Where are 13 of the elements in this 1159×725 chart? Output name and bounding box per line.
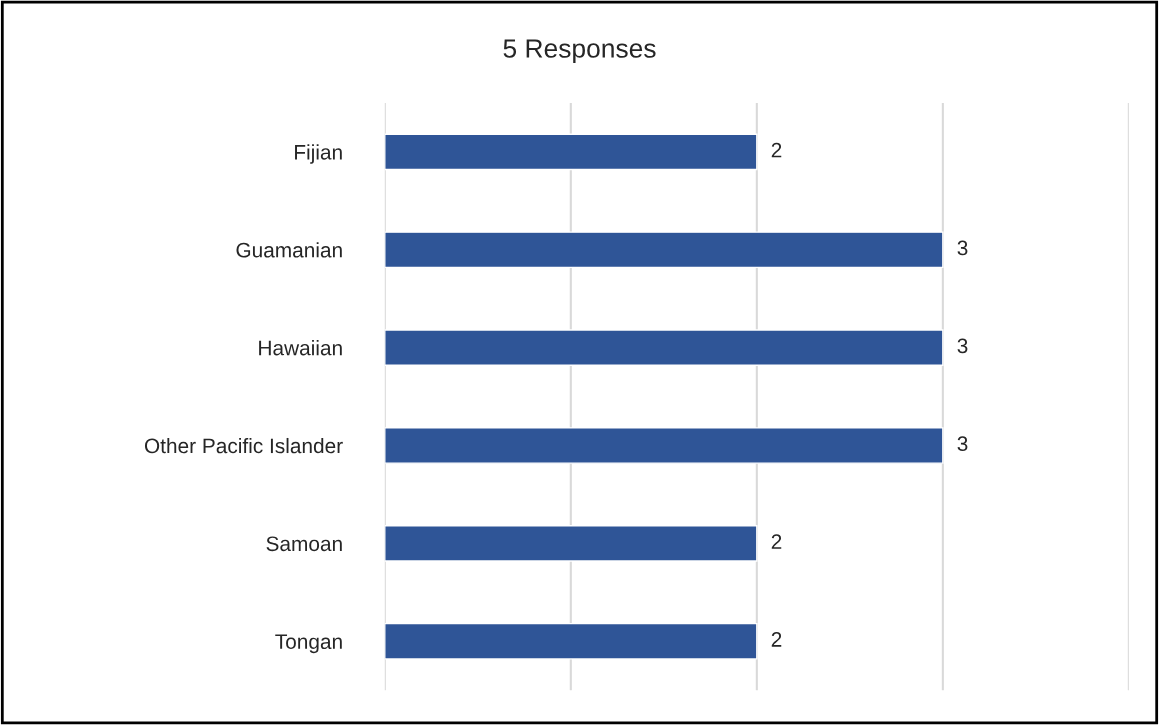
y-tick-label: Samoan [266,536,342,552]
y-tick-label: Hawaiian [259,340,342,356]
data-label: 3 [957,240,968,256]
data-label: 3 [957,338,968,354]
y-tick-label: Guamanian [236,242,342,258]
data-label: 2 [771,142,782,158]
data-label: 2 [771,632,782,647]
y-tick-label: Other Pacific Islander [144,437,343,454]
data-label: 2 [771,534,782,549]
data-label: 3 [957,436,968,452]
y-tick-label: Fijian [295,144,342,164]
y-tick-label: Tongan [275,634,342,654]
chart-title: 5 Responses [503,39,656,64]
